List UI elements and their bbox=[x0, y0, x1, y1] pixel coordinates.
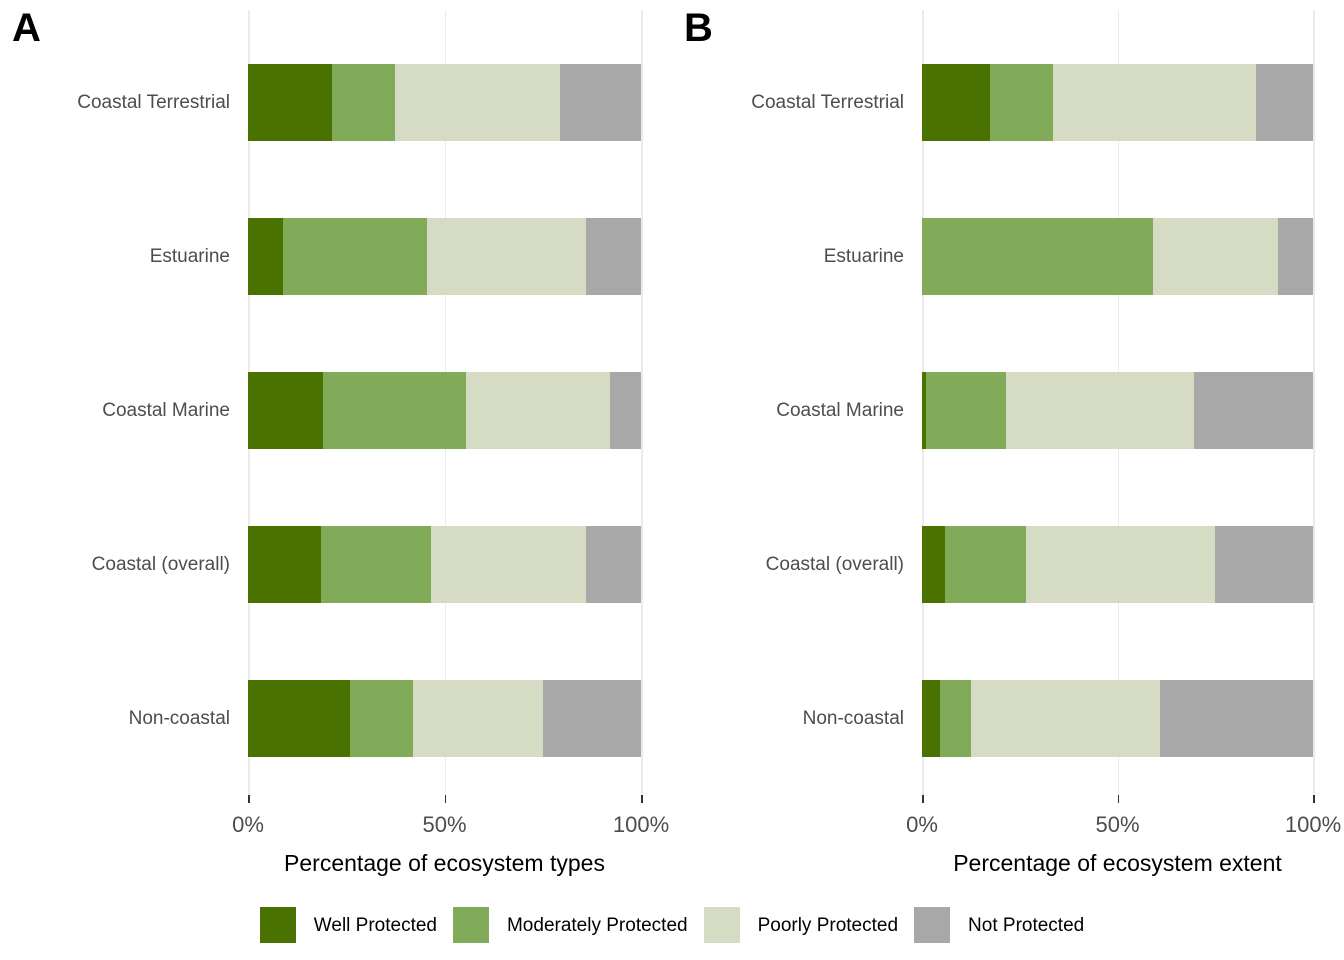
bar bbox=[922, 217, 1313, 295]
bar-segment-moderately-protected bbox=[320, 525, 431, 603]
bar-segment-well-protected bbox=[922, 679, 940, 757]
legend-item-moderately-protected: Moderately Protected bbox=[452, 907, 688, 943]
axis-tick bbox=[641, 795, 643, 803]
bar-segment-well-protected bbox=[248, 525, 321, 603]
bar bbox=[922, 371, 1313, 449]
axis-tick bbox=[248, 795, 250, 803]
legend: Well Protected Moderately Protected Poorly… bbox=[0, 905, 1344, 945]
panel-tag-b: B bbox=[684, 6, 713, 50]
bar-segment-not-protected bbox=[609, 371, 641, 449]
bar-segment-well-protected bbox=[248, 371, 323, 449]
axis-tick bbox=[1313, 795, 1315, 803]
gridline bbox=[922, 10, 924, 795]
category-label: Coastal Terrestrial bbox=[77, 92, 230, 113]
bar-segment-not-protected bbox=[585, 525, 641, 603]
bar-segment-well-protected bbox=[922, 525, 946, 603]
category-label: Estuarine bbox=[823, 246, 904, 267]
bar-segment-poorly-protected bbox=[466, 371, 610, 449]
category-label: Non-coastal bbox=[128, 708, 230, 729]
bar-segment-moderately-protected bbox=[922, 217, 1153, 295]
gridline bbox=[641, 10, 643, 795]
bar-segment-poorly-protected bbox=[413, 679, 543, 757]
legend-key-moderately-protected bbox=[452, 907, 489, 943]
panel-tag-a: A bbox=[12, 6, 41, 50]
legend-label: Well Protected bbox=[313, 914, 437, 936]
category-label: Coastal Marine bbox=[102, 400, 230, 421]
bar-segment-moderately-protected bbox=[990, 63, 1053, 141]
legend-label: Not Protected bbox=[968, 914, 1085, 936]
x-axis-title-b: Percentage of ecosystem extent bbox=[953, 850, 1282, 876]
category-label: Estuarine bbox=[149, 246, 230, 267]
bar-segment-poorly-protected bbox=[426, 217, 586, 295]
bar-segment-not-protected bbox=[585, 217, 641, 295]
bar-segment-moderately-protected bbox=[350, 679, 414, 757]
legend-item-not-protected: Not Protected bbox=[914, 907, 1084, 943]
bar bbox=[922, 63, 1313, 141]
bar-segment-moderately-protected bbox=[925, 371, 1007, 449]
gridline bbox=[444, 10, 446, 795]
axis-tick-label: 0% bbox=[906, 812, 938, 837]
bar-segment-moderately-protected bbox=[945, 525, 1026, 603]
axis-tick-label: 50% bbox=[422, 812, 467, 837]
gridline bbox=[248, 10, 250, 795]
axis-tick-label: 100% bbox=[1284, 812, 1342, 837]
category-label: Non-coastal bbox=[802, 708, 904, 729]
bar-segment-not-protected bbox=[1193, 371, 1313, 449]
bar-segment-not-protected bbox=[542, 679, 641, 757]
bar-segment-poorly-protected bbox=[430, 525, 586, 603]
bar-segment-moderately-protected bbox=[283, 217, 427, 295]
bar bbox=[248, 679, 641, 757]
bar-segment-poorly-protected bbox=[1006, 371, 1194, 449]
category-label: Coastal (overall) bbox=[91, 554, 230, 575]
bar-segment-poorly-protected bbox=[395, 63, 561, 141]
axis-tick bbox=[922, 795, 924, 803]
bar bbox=[248, 371, 641, 449]
category-label: Coastal (overall) bbox=[765, 554, 904, 575]
bar-segment-well-protected bbox=[922, 63, 991, 141]
bar-segment-poorly-protected bbox=[1052, 63, 1257, 141]
axis-tick bbox=[444, 795, 446, 803]
bar-segment-moderately-protected bbox=[939, 679, 971, 757]
bar-segment-well-protected bbox=[922, 371, 926, 449]
bar bbox=[248, 217, 641, 295]
bar-segment-not-protected bbox=[1215, 525, 1313, 603]
legend-item-well-protected: Well Protected bbox=[259, 907, 437, 943]
category-label: Coastal Marine bbox=[776, 400, 904, 421]
bar-segment-not-protected bbox=[1277, 217, 1313, 295]
bar-segment-well-protected bbox=[248, 217, 284, 295]
bar-segment-poorly-protected bbox=[970, 679, 1161, 757]
bar-segment-well-protected bbox=[248, 679, 351, 757]
bar-segment-poorly-protected bbox=[1025, 525, 1216, 603]
x-axis-title-a: Percentage of ecosystem types bbox=[284, 850, 605, 876]
plot-area-b bbox=[922, 10, 1315, 795]
legend-key-well-protected bbox=[259, 907, 296, 943]
bar-segment-not-protected bbox=[1256, 63, 1313, 141]
bar-segment-moderately-protected bbox=[322, 371, 467, 449]
legend-label: Moderately Protected bbox=[506, 914, 688, 936]
legend-key-not-protected bbox=[914, 907, 951, 943]
bar bbox=[922, 679, 1313, 757]
gridline bbox=[1313, 10, 1315, 795]
plot-area-a bbox=[248, 10, 643, 795]
legend-item-poorly-protected: Poorly Protected bbox=[703, 907, 899, 943]
axis-tick-label: 50% bbox=[1095, 812, 1140, 837]
gridline bbox=[1117, 10, 1119, 795]
bar-segment-not-protected bbox=[560, 63, 641, 141]
bar-segment-moderately-protected bbox=[332, 63, 396, 141]
legend-key-poorly-protected bbox=[703, 907, 740, 943]
bar-segment-not-protected bbox=[1160, 679, 1313, 757]
bar bbox=[922, 525, 1313, 603]
axis-tick bbox=[1117, 795, 1119, 803]
category-label: Coastal Terrestrial bbox=[751, 92, 904, 113]
bar bbox=[248, 63, 641, 141]
legend-label: Poorly Protected bbox=[757, 914, 899, 936]
bar bbox=[248, 525, 641, 603]
axis-tick-label: 100% bbox=[612, 812, 670, 837]
bar-segment-poorly-protected bbox=[1152, 217, 1278, 295]
bar-segment-well-protected bbox=[248, 63, 333, 141]
axis-tick-label: 0% bbox=[232, 812, 264, 837]
